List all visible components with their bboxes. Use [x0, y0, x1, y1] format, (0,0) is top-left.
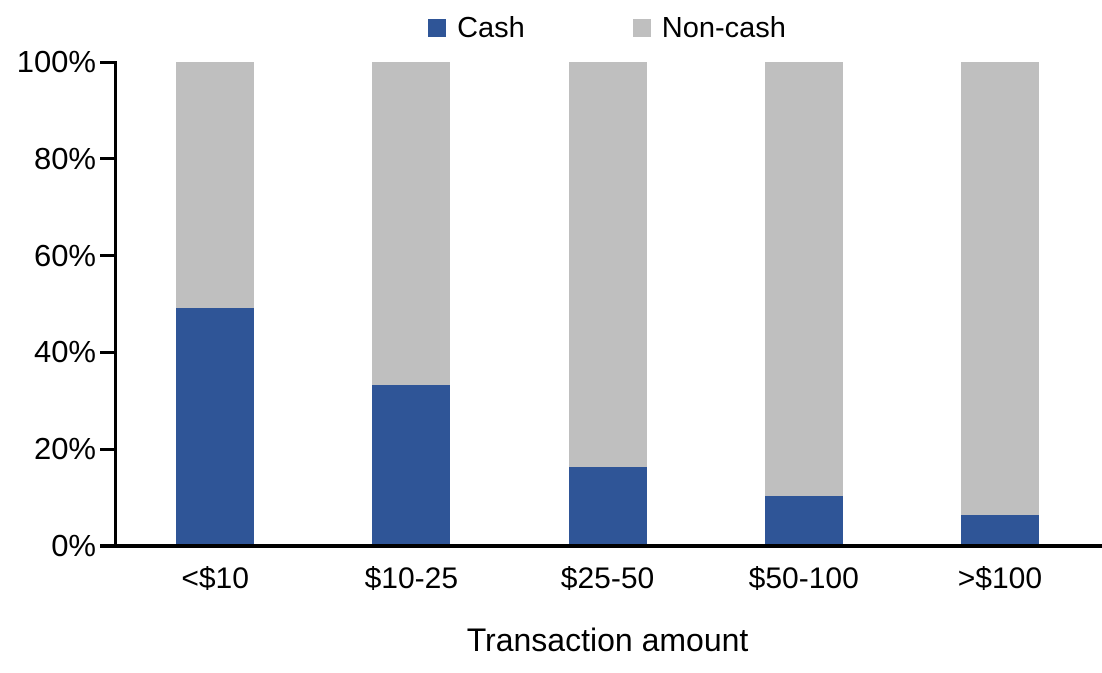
noncash-segment: [176, 62, 255, 308]
chart-legend: Cash Non-cash: [116, 8, 1098, 48]
y-tick-label: 100%: [16, 44, 96, 79]
noncash-segment: [568, 62, 647, 467]
stacked-bar-2: [372, 62, 451, 544]
category-slot: [117, 62, 313, 544]
x-tick-label: >$100: [957, 562, 1043, 595]
x-axis-category-labels: <$10 $10-25 $25-50 $50-100 >$100: [117, 562, 1098, 596]
cash-legend-swatch-icon: [428, 19, 447, 37]
cash-segment: [960, 515, 1039, 544]
x-axis-line: [100, 544, 1102, 548]
stacked-bar-3: [568, 62, 647, 544]
x-tick-label: <$10: [181, 562, 249, 595]
y-axis-line: [114, 61, 117, 546]
category-slot: [902, 62, 1098, 544]
stacked-bar-5: [960, 62, 1039, 544]
y-tick-label: 60%: [33, 237, 96, 273]
category-slot: [706, 62, 902, 544]
y-tick-mark: [100, 350, 114, 354]
x-axis-title: Transaction amount: [466, 622, 749, 658]
stacked-bar-1: [176, 62, 255, 544]
noncash-segment: [764, 62, 843, 496]
noncash-segment: [372, 62, 451, 385]
y-tick-label: 0%: [51, 528, 96, 563]
y-tick-label: 80%: [33, 140, 96, 176]
legend-item-noncash: Non-cash: [632, 8, 786, 48]
y-tick-mark: [100, 254, 114, 258]
category-slot: [313, 62, 509, 544]
legend-label-noncash: Non-cash: [661, 12, 786, 44]
cash-segment: [372, 384, 451, 544]
cash-segment: [176, 307, 255, 544]
x-tick-label: $10-25: [364, 562, 459, 595]
stacked-bar-4: [764, 62, 843, 544]
cash-segment: [568, 466, 647, 544]
plot-area: [117, 62, 1098, 544]
noncash-segment: [960, 62, 1039, 516]
y-tick-mark: [100, 447, 114, 451]
y-tick-mark: [100, 157, 114, 161]
y-tick-label: 40%: [33, 334, 96, 370]
legend-item-cash: Cash: [428, 8, 525, 48]
x-tick-label: $50-100: [748, 562, 859, 595]
y-tick-mark: [100, 60, 114, 64]
x-tick-label: $25-50: [560, 562, 655, 595]
legend-label-cash: Cash: [457, 12, 525, 44]
y-tick-label: 20%: [33, 431, 96, 467]
category-slot: [509, 62, 705, 544]
cash-segment: [764, 495, 843, 544]
noncash-legend-swatch-icon: [632, 19, 651, 37]
